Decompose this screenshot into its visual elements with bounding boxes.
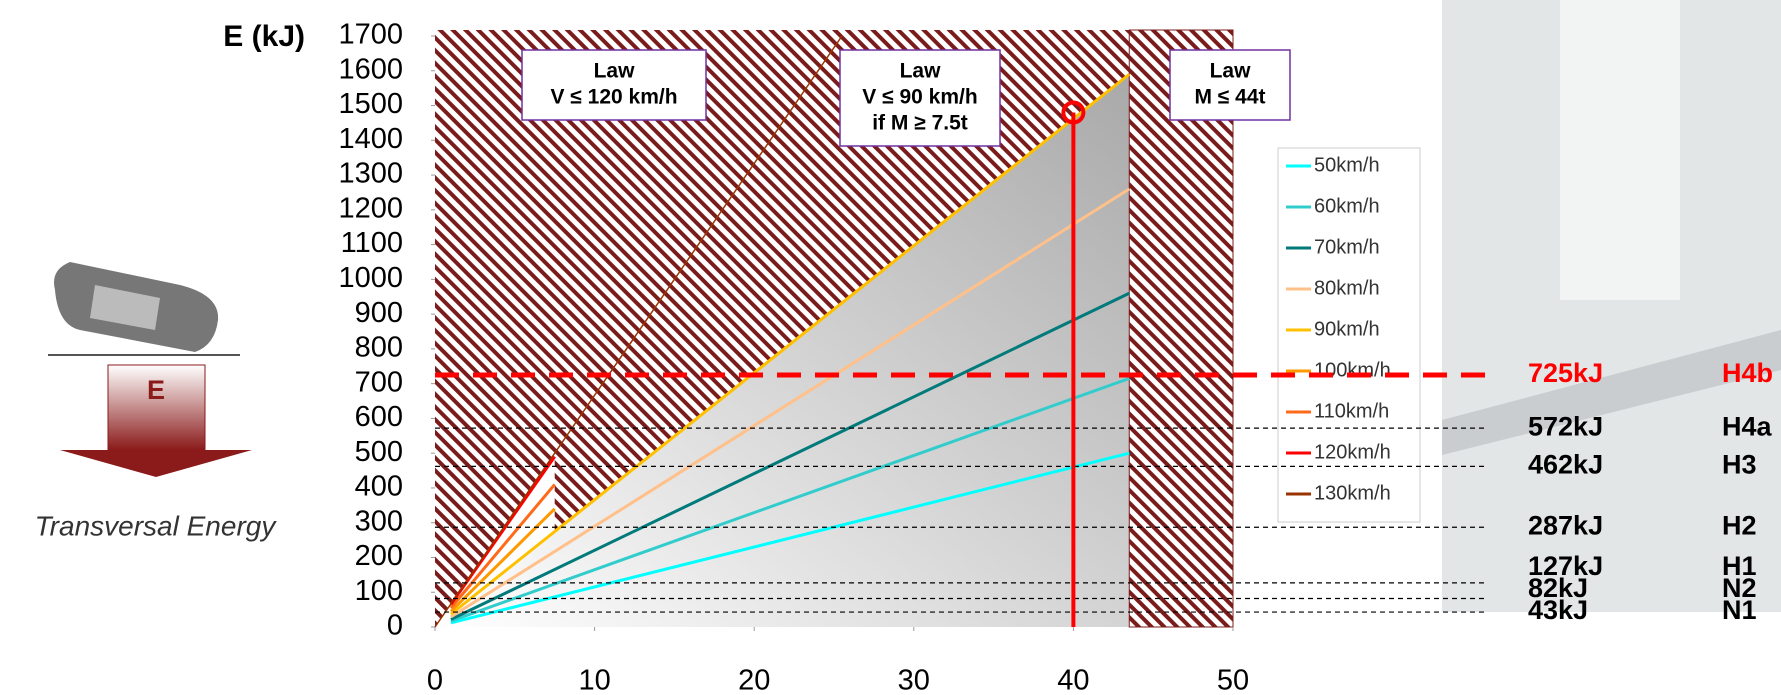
level-value-label: 127kJ: [1528, 551, 1603, 581]
arrow-label: E: [147, 375, 165, 405]
legend-label: 110km/h: [1314, 400, 1389, 422]
y-tick-label: 1600: [338, 53, 403, 85]
page: {"chart_data":{"type":"line","y_label":"…: [0, 0, 1781, 695]
x-tick-label: 20: [738, 665, 770, 695]
legend-label: 80km/h: [1314, 277, 1380, 299]
y-tick-label: 800: [355, 332, 403, 364]
x-tick-label: 40: [1057, 665, 1089, 695]
annotation-text: V ≤ 120 km/h: [550, 86, 677, 109]
level-class-label: H1: [1722, 551, 1757, 581]
legend-label: 90km/h: [1314, 318, 1380, 340]
annotation-text: M ≤ 44t: [1194, 86, 1265, 109]
y-tick-label: 1100: [341, 227, 403, 259]
annotation-text: V ≤ 90 km/h: [862, 86, 977, 109]
y-tick-label: 400: [355, 471, 403, 503]
level-class-label: H3: [1722, 450, 1757, 480]
annotation-text: Law: [1210, 60, 1252, 83]
y-tick-label: 0: [387, 610, 403, 642]
y-tick-label: 200: [355, 540, 403, 572]
y-tick-label: 700: [355, 366, 403, 398]
y-tick-label: 1500: [338, 88, 403, 120]
y-tick-label: 1000: [338, 262, 403, 294]
illustration: E Transversal Energy: [35, 262, 278, 541]
legend-label: 60km/h: [1314, 195, 1380, 217]
x-tick-label: 50: [1217, 665, 1249, 695]
legend-label: 120km/h: [1314, 441, 1391, 463]
legend-label: 100km/h: [1314, 359, 1391, 381]
legend-label: 50km/h: [1314, 154, 1380, 176]
x-tick-label: 30: [898, 665, 930, 695]
annotation-text: Law: [594, 60, 636, 83]
y-tick-label: 600: [355, 401, 403, 433]
y-tick-label: 1400: [338, 123, 403, 155]
y-tick-label: 100: [355, 575, 403, 607]
level-value-label: 572kJ: [1528, 411, 1603, 441]
level-value-label: 287kJ: [1528, 510, 1603, 540]
legend-label: 70km/h: [1314, 236, 1380, 258]
y-tick-label: 900: [355, 297, 403, 329]
y-tick-label: 1200: [338, 192, 403, 224]
y-tick-label: 1300: [338, 158, 403, 190]
x-tick-label: 10: [578, 665, 610, 695]
caption: Transversal Energy: [35, 510, 278, 541]
level-class-label: H4b: [1722, 358, 1773, 388]
y-tick-label: 300: [355, 505, 403, 537]
y-axis-label: E (kJ): [223, 20, 305, 53]
level-value-label: 462kJ: [1528, 450, 1603, 480]
y-tick-label: 500: [355, 436, 403, 468]
legend-label: 130km/h: [1314, 482, 1391, 504]
x-tick-label: 0: [427, 665, 443, 695]
level-value-label: 725kJ: [1528, 358, 1603, 388]
y-tick-label: 1700: [338, 19, 403, 51]
background-photo: [1560, 0, 1680, 300]
annotation-text: Law: [900, 60, 942, 83]
chart: E Transversal Energy E (kJ) 010020030040…: [0, 0, 1781, 695]
level-class-label: H2: [1722, 510, 1757, 540]
level-class-label: H4a: [1722, 411, 1773, 441]
annotation-text: if M ≥ 7.5t: [872, 112, 968, 135]
